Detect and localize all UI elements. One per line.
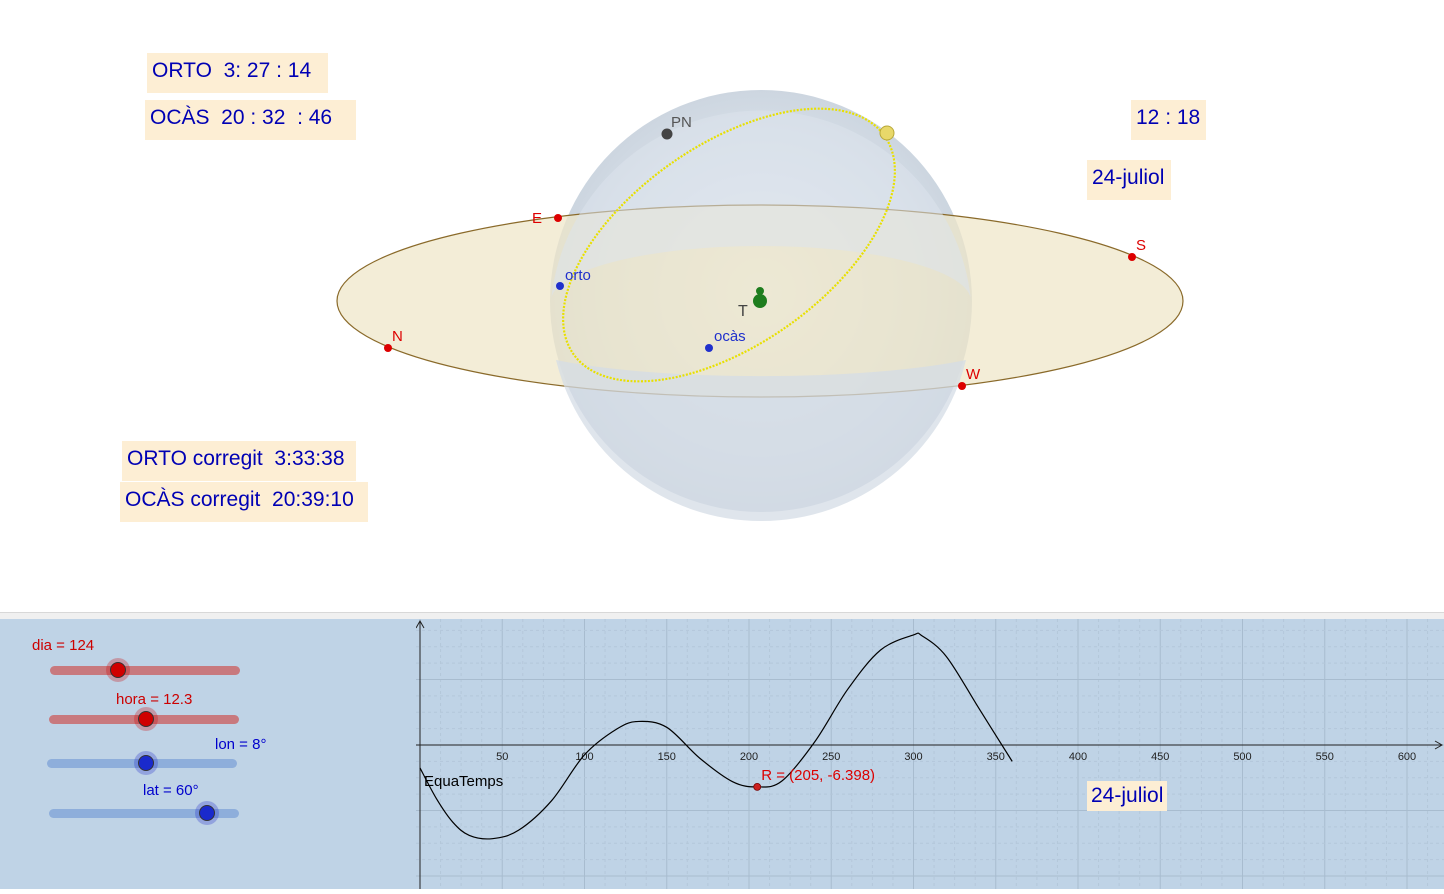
orto-label: orto	[565, 267, 591, 284]
x-tick-label: 50	[496, 751, 508, 763]
north-pole-point[interactable]	[661, 128, 673, 140]
axis-arrows	[415, 619, 1444, 750]
point-r-label: R = (205, -6.398)	[761, 767, 875, 784]
south-point[interactable]	[1128, 253, 1136, 261]
orto-time-box: ORTO 3: 27 : 14	[147, 53, 328, 93]
date-box: 24-juliol	[1087, 160, 1171, 200]
3d-view[interactable]: PN E S N W orto ocàs T ORTO 3: 27 : 14 O…	[0, 0, 1444, 612]
earth-observer-point	[756, 287, 764, 295]
orto-corrected-box: ORTO corregit 3:33:38	[122, 441, 356, 481]
ocas-time-box: OCÀS 20 : 32 : 46	[145, 100, 356, 140]
x-tick-label: 300	[904, 751, 922, 763]
x-tick-label: 600	[1398, 751, 1416, 763]
point-r[interactable]	[753, 783, 762, 791]
celestial-sphere-scene[interactable]: PN E S N W orto ocàs T	[0, 0, 1444, 612]
sliders-panel: dia = 124 hora = 12.3 lon = 8° lat = 60°	[0, 619, 416, 889]
earth-point[interactable]	[753, 294, 767, 308]
lon-slider[interactable]	[47, 755, 237, 771]
equatemps-label: EquaTemps	[424, 773, 503, 790]
pn-label: PN	[671, 114, 692, 131]
orto-point[interactable]	[556, 282, 564, 290]
x-tick-label: 250	[822, 751, 840, 763]
graph-date-box: 24-juliol	[1087, 781, 1168, 811]
ocas-corrected-box: OCÀS corregit 20:39:10	[120, 482, 368, 522]
x-tick-label: 350	[987, 751, 1005, 763]
graph-axes	[415, 619, 1444, 889]
lat-slider[interactable]	[49, 805, 239, 821]
equation-of-time-chart[interactable]: 50100150200250300350400450500550600100−1…	[392, 619, 1444, 889]
lon-slider-label: lon = 8°	[215, 736, 267, 753]
sphere-upper-overlay	[551, 110, 971, 301]
current-time-box: 12 : 18	[1131, 100, 1206, 140]
lat-slider-knob[interactable]	[198, 805, 215, 821]
hora-slider[interactable]	[49, 711, 239, 727]
east-point[interactable]	[554, 214, 562, 222]
west-point[interactable]	[958, 382, 966, 390]
graph-view[interactable]: 50100150200250300350400450500550600100−1…	[392, 619, 1444, 889]
ocas-label: ocàs	[714, 328, 746, 345]
south-label: S	[1136, 237, 1146, 254]
sphere-lower-overlay	[556, 360, 966, 522]
ocas-point[interactable]	[705, 344, 713, 352]
lat-slider-label: lat = 60°	[143, 782, 199, 799]
view-splitter[interactable]	[0, 612, 1444, 619]
dia-slider-knob[interactable]	[110, 662, 127, 678]
west-label: W	[966, 366, 981, 383]
x-tick-label: 550	[1316, 751, 1334, 763]
north-label: N	[392, 328, 403, 345]
graph-grid	[416, 619, 1444, 889]
earth-label: T	[738, 303, 748, 320]
north-point[interactable]	[384, 344, 392, 352]
x-tick-label: 450	[1151, 751, 1169, 763]
east-label: E	[532, 210, 542, 227]
x-tick-label: 200	[740, 751, 758, 763]
dia-slider-label: dia = 124	[32, 637, 95, 654]
x-tick-label: 150	[658, 751, 676, 763]
dia-slider[interactable]	[50, 662, 240, 678]
lon-slider-knob[interactable]	[137, 755, 154, 771]
x-tick-label: 500	[1233, 751, 1251, 763]
x-tick-label: 400	[1069, 751, 1087, 763]
equatemps-curve[interactable]	[419, 632, 1013, 840]
hora-slider-knob[interactable]	[137, 711, 154, 727]
hora-slider-label: hora = 12.3	[116, 691, 193, 708]
sun-point[interactable]	[879, 125, 895, 141]
x-tick-label: 100	[575, 751, 593, 763]
